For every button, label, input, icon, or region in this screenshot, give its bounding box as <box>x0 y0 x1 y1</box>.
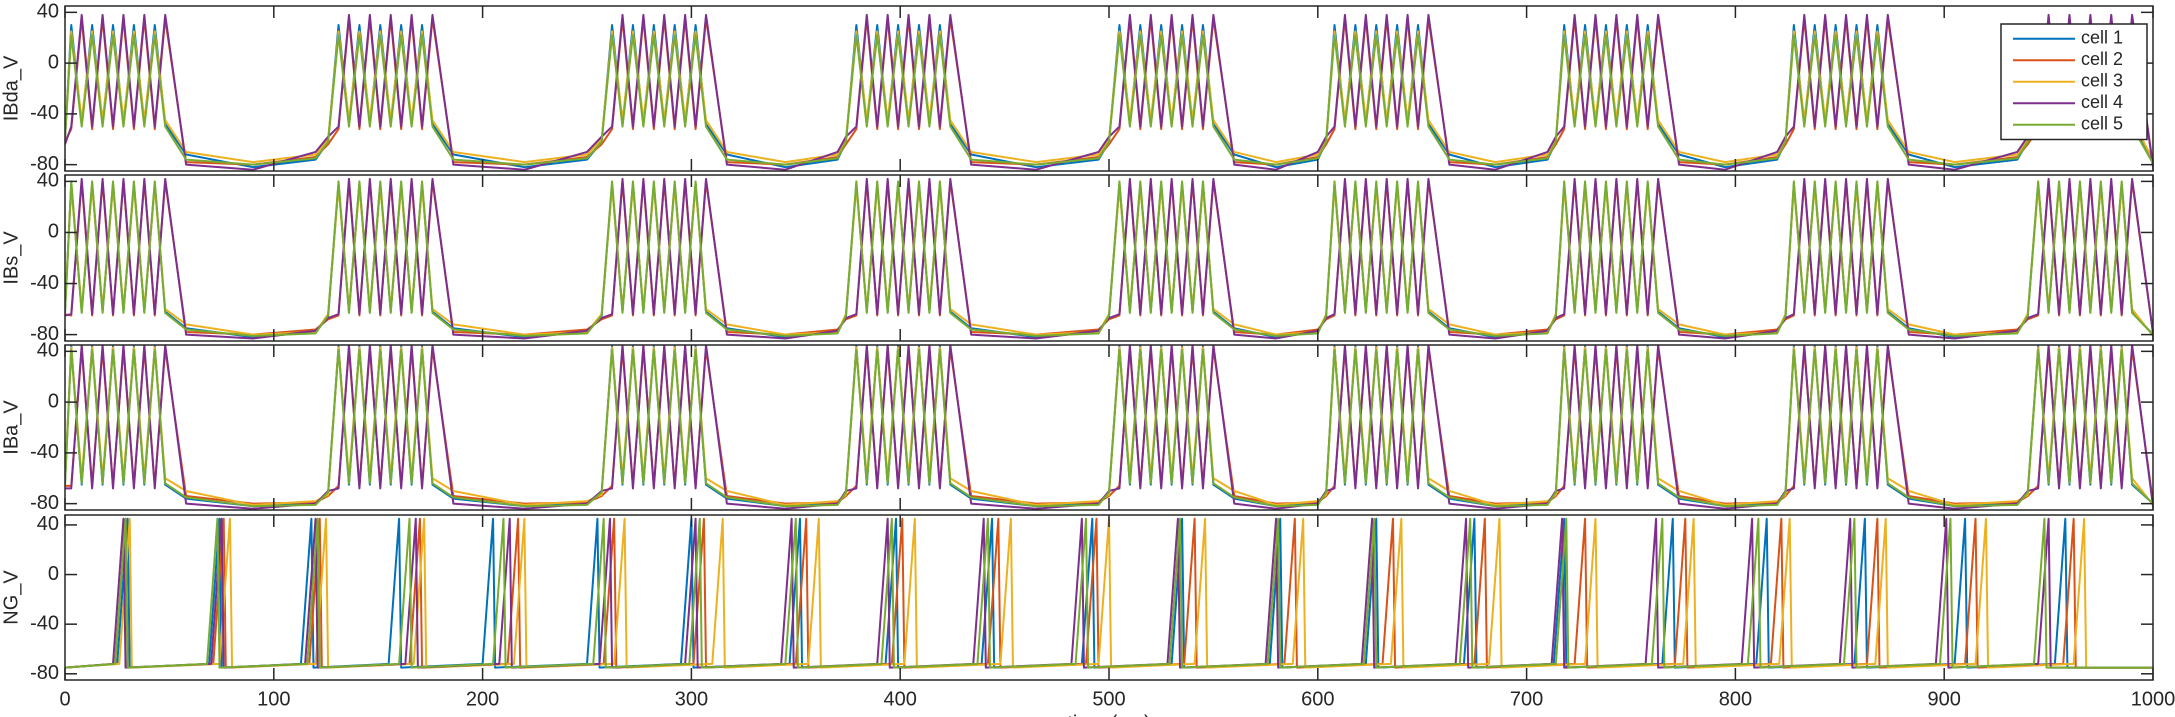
y-tick-label: -80 <box>30 153 59 175</box>
series-line <box>65 517 2153 669</box>
y-axis-label: IBa_V <box>0 400 22 455</box>
plot-area <box>65 517 2153 669</box>
x-tick-label: 600 <box>1301 688 1334 710</box>
y-tick-label: 40 <box>37 340 59 362</box>
series-line <box>65 349 2153 508</box>
y-tick-label: 0 <box>48 563 59 585</box>
y-tick-label: 40 <box>37 513 59 535</box>
series-line <box>65 517 2153 669</box>
x-tick-label: 400 <box>884 688 917 710</box>
x-tick-label: 800 <box>1719 688 1752 710</box>
y-tick-label: 0 <box>48 51 59 73</box>
y-tick-label: -80 <box>30 662 59 684</box>
y-tick-label: 0 <box>48 390 59 412</box>
y-tick-label: -40 <box>30 102 59 124</box>
y-axis-label: NG_V <box>0 570 22 625</box>
y-axis-label: IBda_V <box>0 55 22 121</box>
x-tick-label: 0 <box>59 688 70 710</box>
legend-label: cell 5 <box>2081 114 2123 134</box>
y-tick-label: -40 <box>30 272 59 294</box>
y-tick-label: 40 <box>37 170 59 192</box>
series-line <box>65 517 2153 669</box>
series-line <box>65 180 2153 337</box>
legend-label: cell 2 <box>2081 49 2123 69</box>
x-tick-label: 1000 <box>2131 688 2175 710</box>
y-tick-label: -40 <box>30 612 59 634</box>
y-axis-label: IBs_V <box>0 231 22 285</box>
y-tick-label: -80 <box>30 492 59 514</box>
x-tick-label: 300 <box>675 688 708 710</box>
series-line <box>65 13 2153 171</box>
plot-area <box>65 345 2153 510</box>
y-tick-label: 40 <box>37 1 59 23</box>
legend-label: cell 4 <box>2081 92 2123 112</box>
x-tick-label: 700 <box>1510 688 1543 710</box>
y-tick-label: -40 <box>30 441 59 463</box>
legend-label: cell 1 <box>2081 28 2123 48</box>
plot-area <box>65 13 2153 171</box>
y-tick-label: -80 <box>30 323 59 345</box>
series-line <box>65 34 2153 166</box>
legend-label: cell 3 <box>2081 71 2123 91</box>
x-tick-label: 500 <box>1092 688 1125 710</box>
x-tick-label: 100 <box>257 688 290 710</box>
plot-area <box>65 177 2153 340</box>
x-tick-label: 200 <box>466 688 499 710</box>
x-axis-label: time (ms) <box>1067 712 1150 717</box>
x-tick-label: 900 <box>1928 688 1961 710</box>
y-tick-label: 0 <box>48 221 59 243</box>
